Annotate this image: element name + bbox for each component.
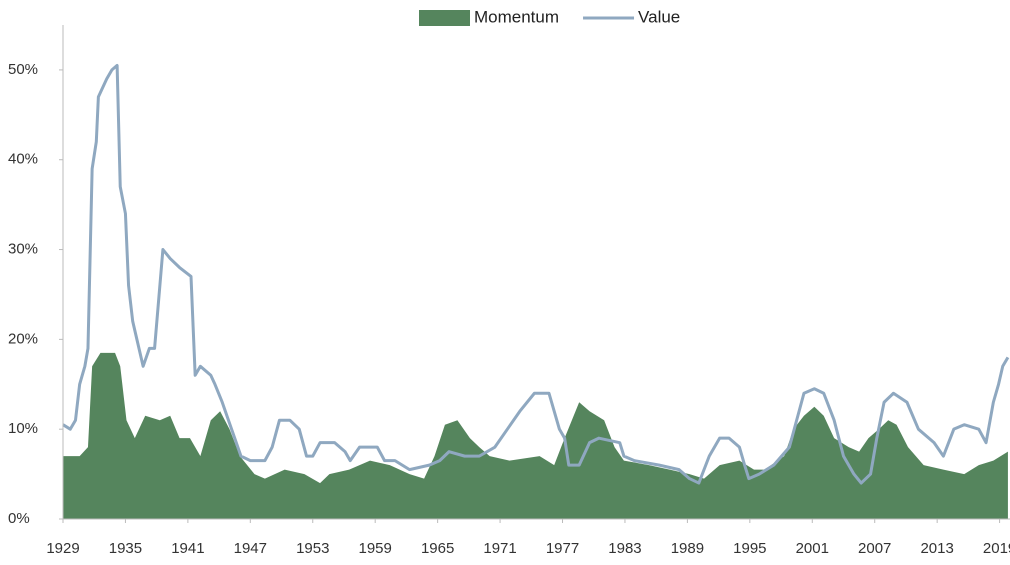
x-tick-label: 1989 [671,540,704,557]
x-tick-label: 1995 [733,540,766,557]
y-tick-label: 50% [8,61,38,78]
x-tick-label: 1953 [296,540,329,557]
x-tick-label: 2019 [983,540,1010,557]
x-tick-label: 1977 [546,540,579,557]
y-tick-label: 40% [8,151,38,168]
legend-label: Momentum [474,7,559,26]
x-tick-label: 1971 [483,540,516,557]
value-line [62,63,1010,485]
x-tick-label: 1947 [234,540,267,557]
x-tick-label: 1965 [421,540,454,557]
x-tick-label: 1941 [171,540,204,557]
x-tick-label: 2001 [796,540,829,557]
momentum-area [63,352,1008,519]
x-tick-label: 2007 [858,540,891,557]
legend-label: Value [638,7,680,26]
x-tick-label: 2013 [920,540,953,557]
y-tick-label: 10% [8,420,38,437]
x-tick-label: 1983 [608,540,641,557]
legend-swatch [419,10,470,26]
y-tick-label: 0% [8,510,30,527]
y-tick-label: 20% [8,330,38,347]
x-tick-label: 1935 [109,540,142,557]
legend: Momentum Value [419,7,680,26]
x-tick-label: 1959 [359,540,392,557]
x-tick-label: 1929 [46,540,79,557]
y-tick-label: 30% [8,241,38,258]
